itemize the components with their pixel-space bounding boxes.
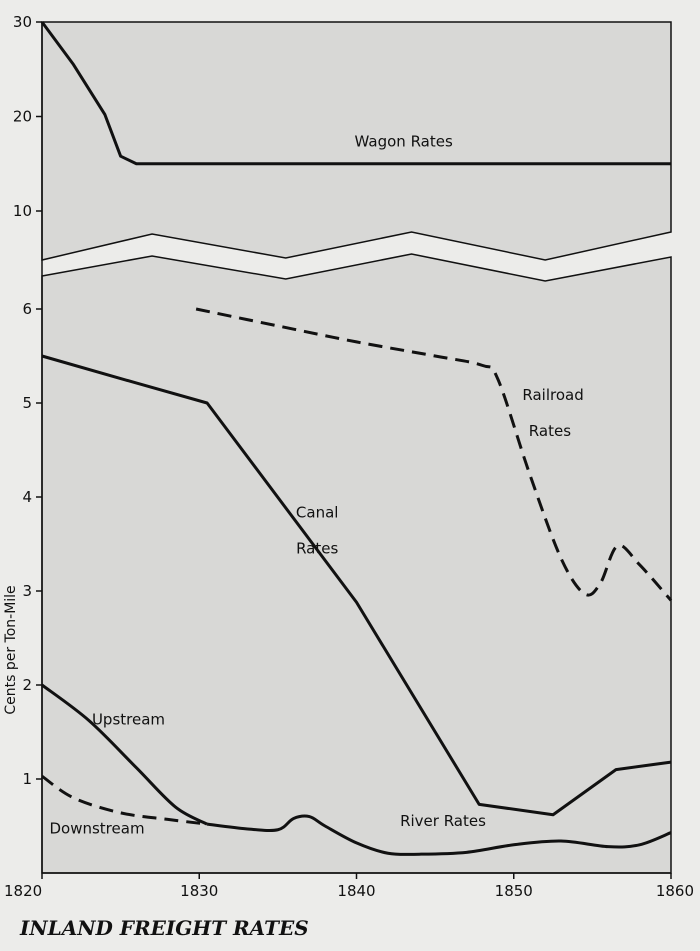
x-tick-label: 1860	[656, 882, 694, 900]
river-rates-line	[206, 814, 672, 856]
x-tick-label: 1820	[4, 882, 42, 900]
x-tick-label: 1840	[337, 882, 375, 900]
y-axis-title: Cents per Ton-Mile	[3, 585, 19, 714]
series-label: Upstream	[92, 710, 165, 728]
series-label: Downstream	[49, 820, 144, 838]
wagon-rates-line	[40, 21, 671, 166]
series-layer	[40, 21, 673, 856]
y-tick-label: 20	[13, 108, 32, 126]
canal-rates-line	[41, 354, 672, 817]
series-label: Canal	[296, 504, 339, 522]
chart-title: INLAND FREIGHT RATES	[19, 916, 309, 940]
upper-panel-bg	[41, 21, 672, 261]
y-tick-label: 4	[22, 488, 32, 506]
y-tick-label: 6	[22, 300, 32, 318]
x-tick-label: 1850	[495, 882, 533, 900]
y-tick-label: 10	[13, 202, 32, 220]
railroad-rates-line	[195, 307, 673, 602]
series-label: Railroad	[522, 386, 583, 404]
y-tick-label: 1	[22, 770, 32, 788]
upstream-line	[41, 683, 208, 826]
series-label: Wagon Rates	[355, 133, 453, 151]
x-tick-label: 1830	[180, 882, 218, 900]
y-tick-label: 3	[22, 582, 32, 600]
y-tick-label: 30	[13, 13, 32, 31]
y-tick-label: 5	[22, 394, 32, 412]
series-label: Rates	[296, 539, 338, 557]
lower-panel-bg	[41, 253, 672, 874]
y-tick-label: 2	[22, 676, 32, 694]
downstream-line	[41, 774, 208, 826]
series-label: River Rates	[400, 812, 486, 830]
annotation-layer: Wagon Rates Railroad Rates Canal Rates Upstre…	[49, 133, 583, 838]
series-label: Rates	[529, 422, 571, 440]
axes: 1820 1830 1840 1850 1860 1 2 3 4 5 6 10 20 30	[4, 13, 694, 900]
